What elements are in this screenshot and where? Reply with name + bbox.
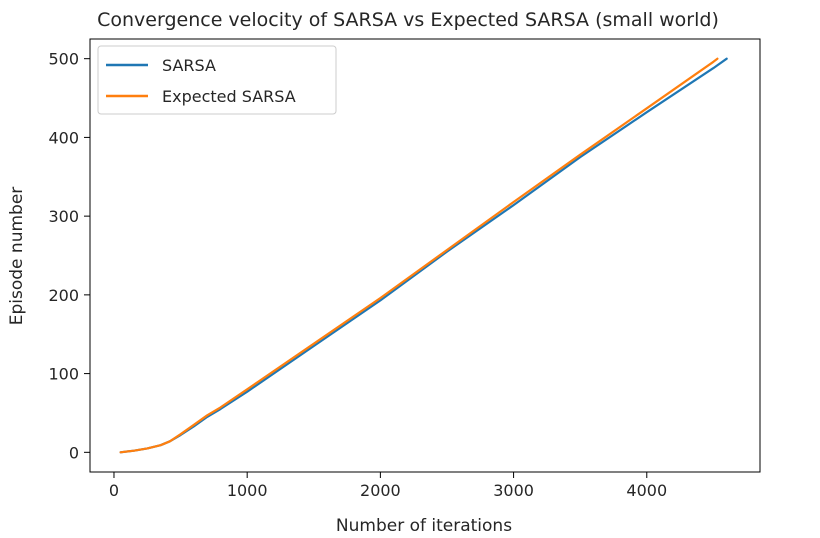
x-axis: 0 1000 2000 3000 4000 xyxy=(109,472,667,500)
y-tick-label: 200 xyxy=(48,286,79,305)
y-tick-label: 400 xyxy=(48,128,79,147)
x-tick-label: 2000 xyxy=(360,481,401,500)
y-tick-label: 300 xyxy=(48,207,79,226)
series-line-expected-sarsa xyxy=(119,57,719,454)
series-lines xyxy=(119,57,728,454)
y-tick-label: 0 xyxy=(69,443,79,462)
y-tick-label: 500 xyxy=(48,50,79,69)
y-axis-label: Episode number xyxy=(7,187,27,326)
x-tick-label: 1000 xyxy=(227,481,268,500)
legend-label-sarsa: SARSA xyxy=(162,56,216,75)
y-tick-label: 100 xyxy=(48,365,79,384)
x-tick-label: 4000 xyxy=(626,481,667,500)
x-tick-label: 0 xyxy=(109,481,119,500)
y-axis: 0 100 200 300 400 500 xyxy=(48,50,90,462)
legend-box xyxy=(97,45,337,115)
legend-label-expected-sarsa: Expected SARSA xyxy=(162,87,296,106)
x-axis-label: Number of iterations xyxy=(336,516,512,536)
x-tick-label: 3000 xyxy=(493,481,534,500)
legend: SARSA Expected SARSA xyxy=(97,45,337,115)
chart-title: Convergence velocity of SARSA vs Expecte… xyxy=(97,9,719,31)
